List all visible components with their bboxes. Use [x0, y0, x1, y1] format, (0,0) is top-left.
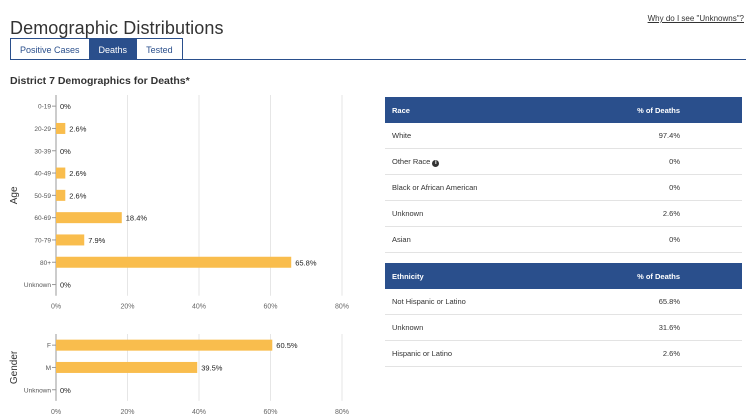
- ethnicity-value: 65.8%: [541, 289, 742, 315]
- race-table-header-row: Race % of Deaths: [385, 97, 742, 123]
- bar-value-label: 2.6%: [69, 124, 86, 133]
- race-label: Unknown: [385, 200, 553, 227]
- table-row: Not Hispanic or Latino 65.8%: [385, 289, 742, 315]
- x-tick-label: 80%: [335, 409, 349, 416]
- bar: [56, 122, 66, 134]
- bar: [56, 234, 85, 246]
- race-value: 97.4%: [552, 123, 742, 149]
- race-header: Race: [385, 97, 553, 123]
- y-tick-label: F: [47, 343, 51, 350]
- section-title: District 7 Demographics for Deaths*: [10, 75, 190, 87]
- tab-positive-cases[interactable]: Positive Cases: [10, 38, 90, 60]
- table-row: Asian 0%: [385, 226, 742, 253]
- bar-value-label: 0%: [60, 147, 71, 156]
- race-label-cell: Other Race i: [385, 148, 553, 175]
- bar: [56, 256, 292, 268]
- table-row: Hispanic or Latino 2.6%: [385, 340, 742, 367]
- table-row: Black or African American 0%: [385, 174, 742, 201]
- y-tick-label: Unknown: [24, 282, 51, 289]
- bar-value-label: 60.5%: [276, 341, 298, 350]
- tab-deaths[interactable]: Deaths: [88, 38, 138, 60]
- x-tick-label: 20%: [120, 304, 134, 311]
- race-value: 0%: [552, 174, 742, 201]
- bar-value-label: 39.5%: [201, 363, 223, 372]
- bar: [56, 167, 66, 179]
- y-tick-label: M: [46, 365, 51, 372]
- x-tick-label: 60%: [263, 304, 277, 311]
- y-tick-label: 50-59: [34, 193, 51, 200]
- ethnicity-pct-header: % of Deaths: [541, 263, 742, 289]
- race-pct-header: % of Deaths: [552, 97, 742, 123]
- x-tick-label: 40%: [192, 304, 206, 311]
- y-tick-label: 20-29: [34, 126, 51, 133]
- x-tick-label: 20%: [120, 409, 134, 416]
- race-label: Asian: [385, 226, 553, 253]
- table-row: Unknown 31.6%: [385, 314, 742, 341]
- ethnicity-table-header-row: Ethnicity % of Deaths: [385, 263, 742, 289]
- x-tick-label: 40%: [192, 409, 206, 416]
- y-tick-label: Unknown: [24, 387, 51, 394]
- bar-value-label: 2.6%: [69, 169, 86, 178]
- page-title: Demographic Distributions: [10, 18, 224, 39]
- x-tick-label: 0%: [51, 304, 61, 311]
- y-axis-title: Gender: [9, 350, 20, 384]
- ethnicity-label: Unknown: [385, 314, 542, 341]
- ethnicity-label: Not Hispanic or Latino: [385, 289, 542, 315]
- bar-value-label: 7.9%: [88, 236, 105, 245]
- age-bar-chart: 0% 20% 40% 60% 80% 0-19 0% 20-29 2.6% 30-39 0% 40-4…: [9, 95, 349, 311]
- bar-value-label: 18.4%: [126, 214, 148, 223]
- ethnicity-label: Hispanic or Latino: [385, 340, 542, 367]
- bar-value-label: 2.6%: [69, 191, 86, 200]
- y-tick-label: 60-69: [34, 215, 51, 222]
- bar-value-label: 65.8%: [295, 258, 317, 267]
- unknowns-help-link[interactable]: Why do I see "Unknowns"?: [647, 14, 744, 23]
- ethnicity-table: Ethnicity % of Deaths Not Hispanic or La…: [385, 263, 742, 367]
- tabs-divider: [10, 59, 746, 60]
- bar: [56, 212, 122, 224]
- x-tick-label: 0%: [51, 409, 61, 416]
- y-tick-label: 40-49: [34, 171, 51, 178]
- bar-value-label: 0%: [60, 386, 71, 395]
- ethnicity-value: 31.6%: [541, 314, 742, 341]
- bar: [56, 189, 66, 201]
- race-value: 0%: [552, 148, 742, 175]
- tab-bar: Positive Cases Deaths Tested: [10, 38, 183, 60]
- race-table: Race % of Deaths White 97.4% Other Race i…: [385, 97, 742, 253]
- y-tick-label: 70-79: [34, 237, 51, 244]
- bar-value-label: 0%: [60, 102, 71, 111]
- race-label: Black or African American: [385, 174, 553, 201]
- race-value: 2.6%: [552, 200, 742, 227]
- y-tick-label: 30-39: [34, 148, 51, 155]
- ethnicity-value: 2.6%: [541, 340, 742, 367]
- table-row: White 97.4%: [385, 123, 742, 149]
- ethnicity-header: Ethnicity: [385, 263, 542, 289]
- gender-bar-chart: 0% 20% 40% 60% 80% F 60.5% M 39.5% Unknown 0% Gende…: [9, 334, 349, 416]
- y-tick-label: 80+: [40, 260, 51, 267]
- race-label: White: [385, 123, 553, 149]
- x-tick-label: 60%: [263, 409, 277, 416]
- tab-tested[interactable]: Tested: [136, 38, 183, 60]
- bar: [56, 361, 198, 373]
- bar: [56, 339, 273, 351]
- y-tick-label: 0-19: [38, 104, 51, 111]
- info-icon[interactable]: i: [432, 159, 440, 167]
- table-row: Other Race i 0%: [385, 148, 742, 175]
- race-value: 0%: [552, 226, 742, 253]
- table-row: Unknown 2.6%: [385, 200, 742, 227]
- x-tick-label: 80%: [335, 304, 349, 311]
- bar-value-label: 0%: [60, 281, 71, 290]
- y-axis-title: Age: [9, 186, 20, 204]
- race-label: Other Race: [392, 156, 431, 166]
